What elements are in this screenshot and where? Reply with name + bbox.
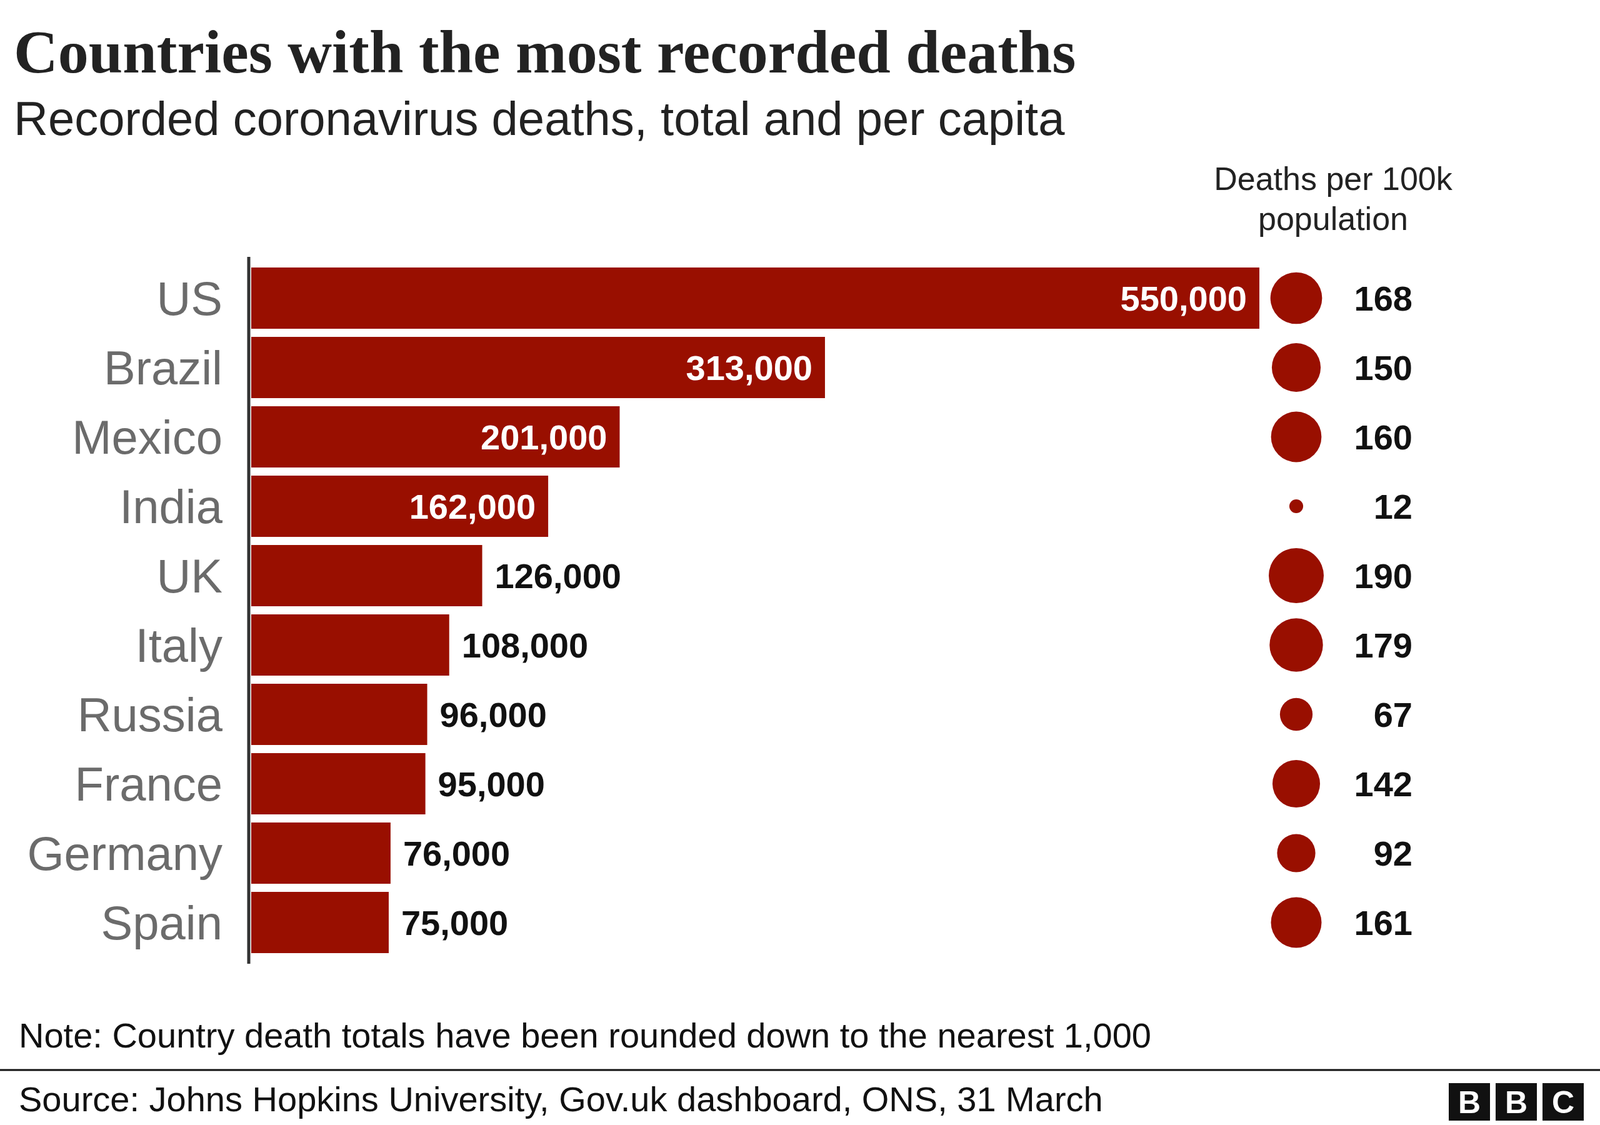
logo-letter: C: [1551, 1085, 1575, 1120]
logo-letter: B: [1505, 1085, 1528, 1120]
category-label: US: [156, 271, 223, 325]
per-capita-label: 92: [1373, 833, 1413, 874]
per-capita-label: 168: [1354, 278, 1413, 319]
bar: [251, 475, 549, 537]
per-capita-label: 12: [1373, 486, 1413, 527]
per-capita-dot: [1268, 548, 1324, 604]
logo-box: [1495, 1083, 1537, 1121]
bar: [251, 891, 389, 954]
bar: [251, 614, 450, 676]
data-label: 76,000: [403, 833, 510, 874]
category-label: Italy: [135, 618, 223, 672]
per-capita-heading: Deaths per 100k population: [1189, 158, 1477, 239]
logo-letter: B: [1458, 1085, 1481, 1120]
per-capita-dot: [1272, 760, 1320, 808]
logo: BBC: [1448, 1083, 1584, 1121]
source: Source: Johns Hopkins University, Gov.uk…: [18, 1079, 1104, 1119]
per-capita-dot: [1280, 698, 1313, 731]
category-label: Russia: [77, 688, 224, 742]
category-label: UK: [156, 549, 223, 603]
per-capita-dot: [1271, 411, 1322, 463]
per-capita-dot: [1269, 618, 1323, 672]
data-label: 201,000: [480, 417, 607, 457]
per-capita-label: 161: [1354, 903, 1413, 943]
data-label: 95,000: [438, 764, 545, 804]
labels: US 550,000 Brazil 313,000 Mexico 201,000 India…: [26, 271, 1413, 950]
footer-rule: [0, 1069, 1600, 1072]
bars: [251, 267, 1260, 954]
per-capita-dot: [1270, 896, 1322, 948]
per-capita-label: 160: [1354, 417, 1413, 457]
category-label: Mexico: [71, 410, 223, 464]
data-label: 108,000: [461, 625, 589, 665]
per-capita-label: 142: [1354, 764, 1413, 804]
category-label: Brazil: [103, 341, 223, 395]
data-label: 162,000: [409, 486, 536, 527]
bar: [251, 822, 391, 884]
per-capita-label: 67: [1373, 695, 1413, 735]
bar: [251, 267, 1260, 329]
stage: Countries with the most recorded deathsR…: [0, 0, 1600, 1125]
category-label: France: [74, 757, 223, 811]
data-label: 313,000: [686, 348, 813, 388]
per-capita-dot: [1276, 833, 1315, 872]
per-capita-label: 179: [1354, 625, 1413, 665]
per-capita-dots: [1268, 272, 1324, 949]
bar: [251, 683, 428, 745]
logo-box: [1542, 1083, 1584, 1121]
note: Note: Country death totals have been rou…: [18, 1015, 1152, 1055]
per-capita-dot: [1271, 343, 1321, 392]
category-label: Spain: [101, 896, 223, 950]
data-label: 550,000: [1120, 278, 1247, 319]
category-label: India: [119, 480, 224, 534]
per-capita-dot: [1289, 499, 1304, 514]
category-label: Germany: [26, 826, 223, 880]
data-label: 96,000: [440, 695, 547, 735]
bar: [251, 406, 620, 468]
logo-box: [1448, 1083, 1490, 1121]
bar: [251, 753, 426, 815]
data-label: 75,000: [401, 903, 509, 943]
bar: [251, 336, 825, 399]
subtitle: Recorded coronavirus deaths, total and p…: [13, 91, 1065, 145]
data-label: 126,000: [495, 556, 622, 596]
per-capita-label: 190: [1354, 556, 1413, 596]
category-axis: [247, 256, 251, 964]
title: Countries with the most recorded deaths: [13, 18, 1076, 86]
per-capita-label: 150: [1354, 348, 1413, 388]
bar: [251, 545, 483, 607]
per-capita-dot: [1270, 272, 1323, 325]
